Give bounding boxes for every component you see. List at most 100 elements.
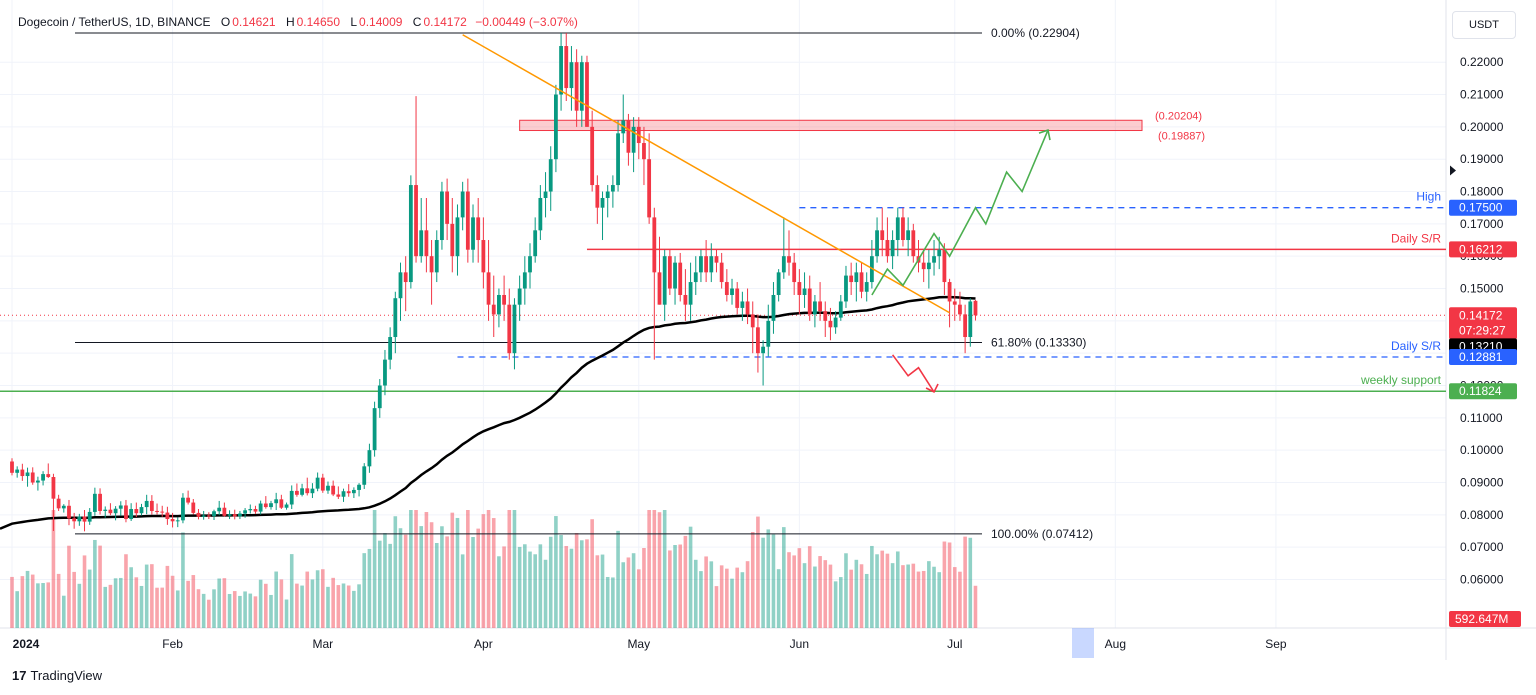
daily-sr-label: Daily S/R <box>1391 231 1441 245</box>
candle-body <box>82 516 87 522</box>
candle-body <box>181 497 185 521</box>
candle-body <box>813 301 817 315</box>
candle-body <box>517 288 522 305</box>
volume-bar <box>434 543 439 628</box>
volume-bar <box>346 585 351 628</box>
volume-bars <box>10 510 978 628</box>
price-tick-label: 0.21000 <box>1460 88 1504 102</box>
time-axis-highlight <box>1072 628 1094 658</box>
volume-bar <box>336 585 341 628</box>
candle-body <box>792 262 797 283</box>
candle-body <box>667 256 672 289</box>
volume-bar <box>699 571 703 628</box>
volume-bar <box>543 559 548 628</box>
volume-bar <box>258 579 263 628</box>
currency-button[interactable]: USDT <box>1452 11 1516 39</box>
candle-body <box>880 230 885 241</box>
candle-body <box>77 516 82 522</box>
candle-body <box>315 477 320 489</box>
time-tick-label: Sep <box>1265 637 1287 651</box>
candle-body <box>921 262 926 270</box>
volume-bar <box>398 528 403 628</box>
candle-body <box>403 272 408 283</box>
candle-body <box>605 191 610 198</box>
candle-body <box>445 191 450 224</box>
candle-body <box>714 256 719 263</box>
candle-body <box>300 488 304 495</box>
price-tick-label: 0.22000 <box>1460 55 1504 69</box>
candle-body <box>719 262 724 283</box>
zone-bottom-label: (0.19887) <box>1158 131 1205 143</box>
volume-bar <box>165 565 170 628</box>
volume-bar <box>693 559 698 628</box>
moving-average-line <box>0 295 976 530</box>
candle-body <box>932 256 936 263</box>
candle-body <box>802 288 807 295</box>
fib-level-label: 61.80% (0.13330) <box>991 336 1086 350</box>
volume-bar <box>51 510 56 628</box>
time-axis[interactable]: 2024 Feb Mar Apr May Jun Jul Aug Sep <box>13 628 1287 658</box>
volume-bar <box>331 577 335 628</box>
volume-bar <box>181 532 185 628</box>
tradingview-icon: 17 <box>12 668 27 683</box>
volume-bar <box>730 578 734 628</box>
candle-body <box>973 300 978 316</box>
volume-bar <box>67 545 71 628</box>
candle-body <box>217 507 222 512</box>
fib-level-label: 0.00% (0.22904) <box>991 26 1080 40</box>
candle-body <box>776 272 781 295</box>
symbol-title[interactable]: Dogecoin / TetherUS, 1D, BINANCE <box>18 15 211 29</box>
volume-bar <box>973 585 978 628</box>
candle-body <box>20 469 25 477</box>
volume-bar <box>631 553 636 628</box>
candle-body <box>357 484 361 490</box>
candle-body <box>797 282 802 295</box>
volume-bar <box>424 512 429 628</box>
candle-body <box>269 503 273 508</box>
price-tick-label: 0.10000 <box>1460 443 1504 457</box>
candle-body <box>766 320 771 347</box>
volume-bar <box>859 564 864 628</box>
volume-bar <box>77 583 82 628</box>
candle-body <box>626 120 631 153</box>
candle-body <box>543 191 548 198</box>
candle-body <box>336 494 341 497</box>
volume-bar <box>486 510 491 628</box>
candle-body <box>367 450 372 467</box>
volume-bar <box>269 594 273 628</box>
candle-body <box>833 317 838 328</box>
volume-bar <box>217 578 221 628</box>
candle-body <box>704 256 709 273</box>
volume-bar <box>833 581 838 628</box>
volume-bar <box>548 536 553 628</box>
volume-tag-value: 592.647M <box>1455 612 1508 626</box>
candle-body <box>673 262 677 289</box>
candle-body <box>408 185 413 283</box>
candle-body <box>175 520 180 522</box>
time-tick-label: Jul <box>947 637 962 651</box>
price-marker-icon <box>1450 165 1456 176</box>
volume-bar <box>383 533 387 628</box>
candle-body <box>320 477 325 491</box>
candle-body <box>476 217 481 241</box>
volume-bar <box>652 510 657 628</box>
volume-tag-box <box>1449 611 1521 627</box>
volume-bar <box>377 540 382 628</box>
volume-bar <box>761 537 765 628</box>
volume-bar <box>207 599 211 628</box>
candle-body <box>787 256 791 263</box>
candle-body <box>502 294 506 305</box>
candle-body <box>377 385 382 409</box>
tradingview-logo[interactable]: 17 TradingView <box>12 668 102 683</box>
price-tick-label: 0.19000 <box>1460 152 1504 166</box>
price-axis[interactable]: 0.22000 0.21000 0.20000 0.19000 0.18000 0.170… <box>1449 55 1521 627</box>
candle-body <box>263 503 268 508</box>
volume-bar <box>963 536 967 628</box>
candle-body <box>429 256 434 273</box>
volume-bar <box>725 568 729 628</box>
candle-body <box>279 499 284 508</box>
volume-bar <box>895 551 900 628</box>
candle-body <box>295 490 299 495</box>
bullish-projection-path <box>871 129 1049 296</box>
